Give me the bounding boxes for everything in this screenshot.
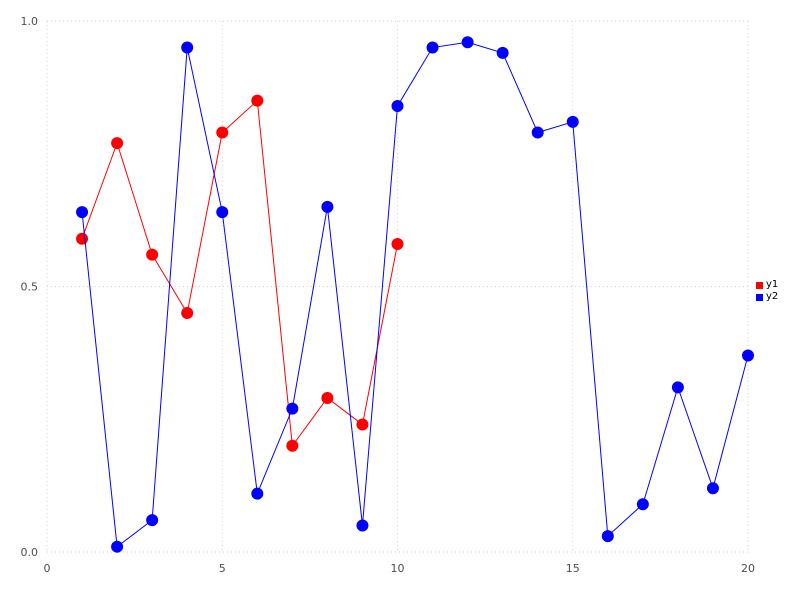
data-point-y1	[391, 238, 404, 251]
y-axis-tick-label: 0.5	[21, 281, 39, 294]
legend-label-y2: y2	[766, 291, 779, 302]
data-point-y2	[461, 36, 474, 49]
data-point-y2	[566, 115, 579, 128]
legend-item-y1: y1	[756, 279, 778, 291]
data-point-y2	[496, 46, 509, 59]
x-axis-tick-label: 0	[44, 562, 51, 575]
data-point-y1	[76, 232, 89, 245]
data-point-y2	[601, 530, 614, 543]
data-point-y2	[251, 487, 264, 500]
x-axis-tick-label: 5	[219, 562, 226, 575]
chart-legend: y1 y2	[756, 279, 778, 303]
y1-swatch-icon	[756, 281, 763, 289]
data-point-y2	[181, 41, 194, 54]
data-point-y1	[216, 126, 229, 139]
y-axis-tick-label: 0.0	[21, 546, 39, 559]
data-point-y1	[356, 418, 369, 431]
data-point-y2	[111, 540, 124, 553]
data-point-y1	[321, 392, 334, 405]
legend-label-y1: y1	[766, 279, 779, 290]
data-point-y2	[742, 349, 754, 362]
data-point-y2	[286, 402, 299, 415]
data-point-y2	[706, 482, 719, 495]
series-line-y1	[81, 99, 398, 448]
data-point-y2	[671, 381, 684, 394]
x-axis-tick-label: 20	[741, 562, 755, 575]
data-point-y2	[531, 126, 544, 139]
data-point-y2	[356, 519, 369, 532]
data-point-y2	[146, 514, 159, 527]
legend-item-y2: y2	[756, 291, 778, 303]
data-point-y2	[76, 206, 89, 219]
y2-swatch-icon	[756, 293, 763, 301]
data-point-y2	[321, 200, 334, 213]
y-axis-tick-label: 1.0	[21, 15, 39, 28]
data-point-y1	[111, 137, 124, 150]
data-point-y2	[426, 41, 439, 54]
series-line-y2	[81, 41, 749, 548]
data-point-y1	[181, 307, 194, 320]
data-point-y1	[251, 94, 264, 107]
data-point-y1	[146, 248, 159, 261]
data-point-y1	[286, 439, 299, 452]
data-point-y2	[636, 498, 649, 511]
data-point-y2	[391, 99, 404, 112]
x-axis-tick-label: 15	[566, 562, 580, 575]
data-point-y2	[216, 206, 229, 219]
x-axis-tick-label: 10	[391, 562, 405, 575]
